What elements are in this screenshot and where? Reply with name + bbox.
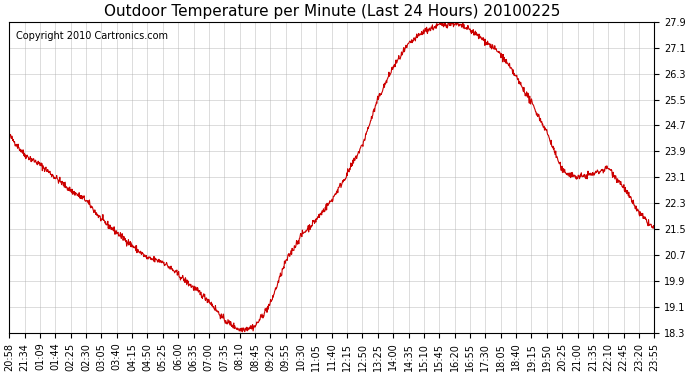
Title: Outdoor Temperature per Minute (Last 24 Hours) 20100225: Outdoor Temperature per Minute (Last 24 … — [104, 4, 560, 19]
Text: Copyright 2010 Cartronics.com: Copyright 2010 Cartronics.com — [16, 31, 168, 41]
